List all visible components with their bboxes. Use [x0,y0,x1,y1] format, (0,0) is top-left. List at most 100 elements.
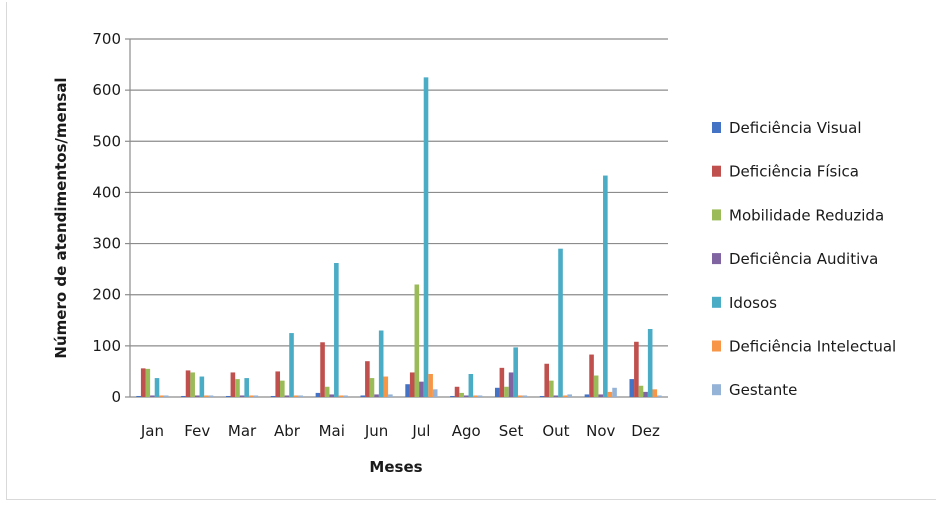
bar: Mobilidade Reduzida Jun: 37 [369,378,375,397]
bar: Deficiência Física Mar: 48 [230,372,236,397]
bar: Deficiência Visual Abr: 2 [270,395,276,397]
x-tick-label: Fev [184,422,210,440]
bar: Deficiência Física Fev: 52 [185,370,191,397]
bar: Deficiência Intelectual Nov: 10 [607,391,613,397]
bar: Deficiência Intelectual Fev: 3 [204,395,209,397]
bar: Idosos Fev: 40 [199,376,205,397]
bar: Idosos Ago: 45 [468,373,474,397]
bar: Gestante Dez: 3 [657,395,662,397]
bar: Deficiência Visual Fev: 2 [181,395,186,397]
legend-label: Deficiência Auditiva [729,250,878,268]
bar: Deficiência Visual Mar: 2 [225,395,231,397]
bar: Idosos Abr: 125 [289,333,294,397]
bar: Mobilidade Reduzida Mai: 20 [324,386,330,397]
gridlines [129,38,668,398]
x-axis-ticks: Jan Fev Mar Abr Mai Jun Jul Ago Set Out Nov Dez [140,422,660,440]
bar: Deficiência Visual Jan: 2 [136,395,141,397]
x-tick-label: Out [542,422,569,440]
bar: Mobilidade Reduzida Out: 32 [549,380,554,397]
bar: Gestante Nov: 18 [612,387,617,397]
legend-label: Deficiência Intelectual [729,338,896,356]
bar: Deficiência Visual Jun: 3 [360,395,366,397]
legend-swatch [712,209,721,221]
bar: Mobilidade Reduzida Set: 20 [504,386,509,397]
bar: Deficiência Intelectual Jul: 45 [428,373,433,397]
bar: Deficiência Visual Out: 2 [539,395,545,397]
y-tick-label: 500 [92,132,121,150]
bar: Deficiência Física Nov: 83 [589,354,594,397]
legend-swatch [712,384,721,396]
bar: Idosos Nov: 433 [603,175,608,397]
chart-frame [6,2,936,500]
bar: Deficiência Visual Dez: 35 [629,379,635,397]
legend-item: Deficiência Intelectual [712,338,896,356]
bar: Deficiência Visual Jul: 25 [405,384,410,397]
bar: Gestante Jan: 3 [163,395,169,397]
bar: Deficiência Auditiva Jan: 3 [150,395,155,397]
y-tick-label: 600 [92,81,121,99]
bar: Gestante Jun: 5 [388,394,393,397]
bar: Gestante Abr: 3 [298,395,304,397]
bar: Mobilidade Reduzida Ago: 8 [459,392,464,397]
bar: Deficiência Auditiva Dez: 10 [643,391,648,397]
bar: Deficiência Física Jun: 70 [365,361,370,397]
x-tick-label: Ago [452,422,481,440]
y-tick-label: 100 [92,337,121,355]
bar: Idosos Mar: 37 [244,378,249,397]
y-tick-label: 0 [111,388,121,406]
legend-item: Gestante [712,381,797,399]
bar: Deficiência Intelectual Abr: 3 [293,395,299,397]
legend-label: Deficiência Visual [729,119,862,137]
bar: Deficiência Auditiva Mai: 5 [329,394,335,397]
bar: Gestante Ago: 3 [477,395,483,397]
bar: Deficiência Visual Nov: 5 [584,394,590,397]
bar: Idosos Set: 97 [513,347,518,397]
bar: Deficiência Auditiva Jun: 5 [374,394,379,397]
x-tick-label: Set [499,422,524,440]
legend-swatch [712,296,721,308]
x-tick-label: Dez [631,422,660,440]
bar: Deficiência Intelectual Dez: 15 [652,389,658,397]
legend-swatch [712,122,721,133]
legend-item: Mobilidade Reduzida [712,206,884,224]
bar: Mobilidade Reduzida Dez: 22 [638,385,644,397]
bar: Mobilidade Reduzida Mar: 35 [235,379,240,397]
x-tick-label: Abr [274,422,301,440]
bar: Gestante Set: 3 [522,395,528,397]
legend: Deficiência Visual Deficiência Física Mobi… [712,119,896,399]
bar: Mobilidade Reduzida Jul: 220 [414,284,420,397]
bar: Deficiência Física Abr: 50 [275,371,281,397]
bar: Deficiência Visual Ago: 2 [450,395,455,397]
bar: Mobilidade Reduzida Nov: 42 [593,375,599,397]
bar: Deficiência Auditiva Mar: 3 [239,395,245,397]
legend-item: Deficiência Auditiva [712,250,878,268]
y-axis-title: Número de atendimentos/mensal [52,77,70,358]
bar: Gestante Mai: 3 [343,395,348,397]
bar: Deficiência Física Dez: 108 [634,341,639,397]
legend-swatch [712,165,721,177]
bar: Deficiência Auditiva Set: 48 [508,372,514,397]
bar: Deficiência Física Jan: 56 [140,368,146,397]
bar: Deficiência Intelectual Mai: 3 [338,395,344,397]
x-tick-label: Mai [319,422,345,440]
bar: Deficiência Visual Mai: 8 [315,392,321,397]
bar: Deficiência Física Mai: 107 [320,342,325,397]
bar: Deficiência Intelectual Set: 3 [517,395,523,397]
legend-swatch [712,253,721,265]
bar: Idosos Jan: 37 [154,378,160,397]
bar: Deficiência Auditiva Fev: 3 [194,395,200,397]
legend-label: Idosos [729,294,777,312]
legend-label: Gestante [729,381,797,399]
bar: Deficiência Intelectual Out: 3 [562,395,568,397]
bar: Idosos Jul: 625 [423,77,429,398]
bar: Deficiência Intelectual Jun: 40 [383,376,389,397]
legend-item: Deficiência Visual [712,119,862,137]
x-axis-title: Meses [369,458,422,476]
bar: Deficiência Física Ago: 20 [454,386,460,397]
bar: Deficiência Intelectual Ago: 3 [473,395,478,397]
x-tick-label: Nov [586,422,615,440]
y-tick-label: 300 [92,235,121,253]
legend-label: Mobilidade Reduzida [729,206,884,224]
bar: Deficiência Auditiva Abr: 3 [284,395,290,397]
